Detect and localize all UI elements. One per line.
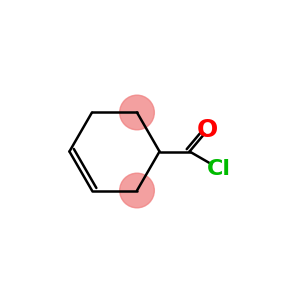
Circle shape [120, 173, 154, 208]
Circle shape [120, 95, 154, 130]
Text: Cl: Cl [206, 159, 230, 179]
Text: O: O [197, 118, 218, 142]
